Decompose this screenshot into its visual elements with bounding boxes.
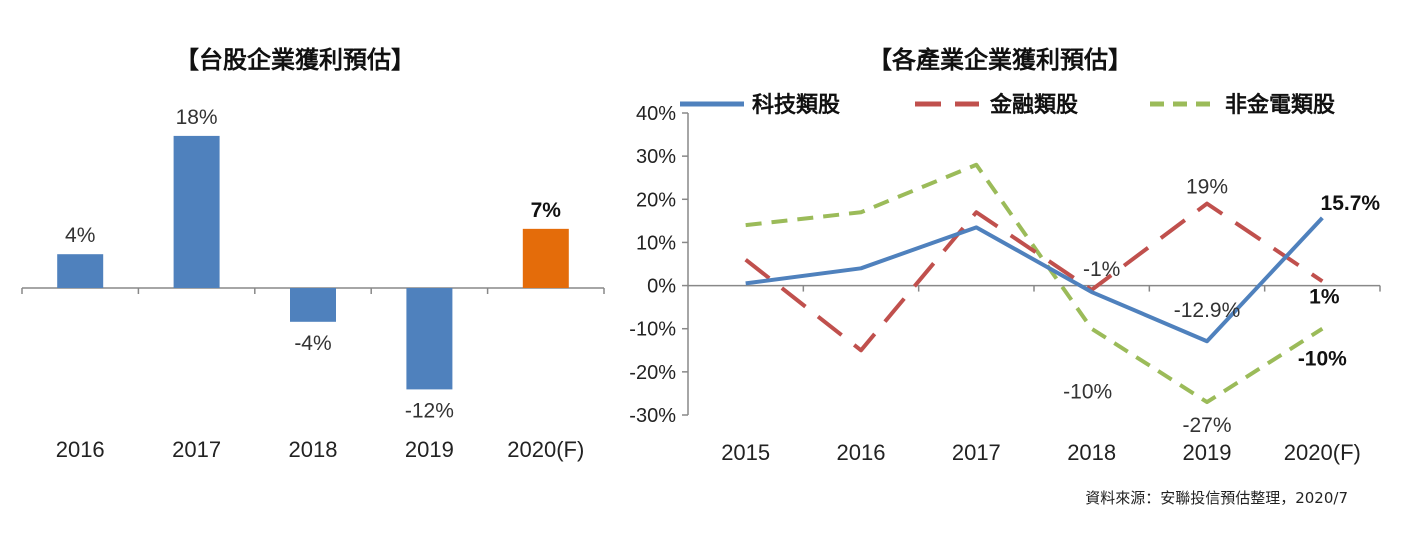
line-data-label: -10% bbox=[1298, 348, 1347, 371]
legend-label-0: 科技類股 bbox=[752, 93, 840, 118]
line-y-tick-label: -30% bbox=[629, 405, 676, 427]
line-y-tick-label: 20% bbox=[636, 189, 676, 211]
bar-category-label: 2017 bbox=[172, 437, 221, 462]
line-category-label: 2017 bbox=[952, 440, 1001, 465]
series-line-0 bbox=[745, 216, 1324, 344]
bar-2019 bbox=[406, 288, 453, 390]
line-data-label: -10% bbox=[1063, 381, 1112, 404]
line-y-tick-label: 10% bbox=[636, 232, 676, 254]
bar-2016 bbox=[57, 254, 104, 288]
line-y-tick-label: 30% bbox=[636, 146, 676, 168]
line-category-label: 2020(F) bbox=[1284, 440, 1361, 465]
bar-2017 bbox=[173, 135, 220, 288]
line-category-label: 2016 bbox=[837, 440, 886, 465]
bar-category-label: 2016 bbox=[56, 437, 105, 462]
bar-value-label: 4% bbox=[65, 224, 95, 247]
line-y-tick-label: -10% bbox=[629, 319, 676, 341]
bar-category-label: 2018 bbox=[289, 437, 338, 462]
bar-value-label: -12% bbox=[405, 399, 454, 422]
line-y-tick-label: -20% bbox=[629, 362, 676, 384]
series-line-2 bbox=[745, 162, 1324, 405]
line-data-label: -12.9% bbox=[1174, 299, 1241, 322]
line-data-label: 15.7% bbox=[1321, 192, 1381, 215]
bar-value-label: 18% bbox=[176, 106, 218, 129]
bar-value-label: 7% bbox=[531, 199, 562, 222]
line-data-label: 19% bbox=[1186, 176, 1228, 199]
line-y-tick-label: 0% bbox=[647, 276, 676, 298]
bar-2018 bbox=[290, 288, 336, 322]
bar-2020(F) bbox=[522, 228, 569, 288]
line-y-tick-label: 40% bbox=[636, 103, 676, 125]
line-data-label: -27% bbox=[1182, 414, 1231, 437]
bar-category-label: 2019 bbox=[405, 437, 454, 462]
bar-category-label: 2020(F) bbox=[507, 437, 584, 462]
line-data-label: -1% bbox=[1083, 258, 1120, 281]
bar-chart: 4% 2016 18% 2017 -4% 2018 -12% 2019 7% 2020(F) bbox=[21, 106, 605, 462]
legend-label-2: 非金電類股 bbox=[1225, 92, 1335, 118]
line-chart-title: 【各產業企業獲利預估】 bbox=[868, 46, 1132, 74]
line-category-label: 2019 bbox=[1183, 440, 1232, 465]
bar-value-label: -4% bbox=[294, 332, 331, 355]
line-chart: 40% 30% 20% 10% 0% -10% -20% -30% 2015 2016 2017 20… bbox=[629, 92, 1381, 465]
source-note: 資料來源：安聯投信預估整理，2020/7 bbox=[1085, 489, 1348, 507]
bar-chart-title: 【台股企業獲利預估】 bbox=[175, 46, 415, 74]
line-category-label: 2015 bbox=[721, 440, 770, 465]
line-data-label: 1% bbox=[1309, 285, 1340, 308]
legend-label-1: 金融類股 bbox=[989, 92, 1078, 118]
line-category-label: 2018 bbox=[1067, 440, 1116, 465]
series-line-1 bbox=[744, 201, 1324, 353]
